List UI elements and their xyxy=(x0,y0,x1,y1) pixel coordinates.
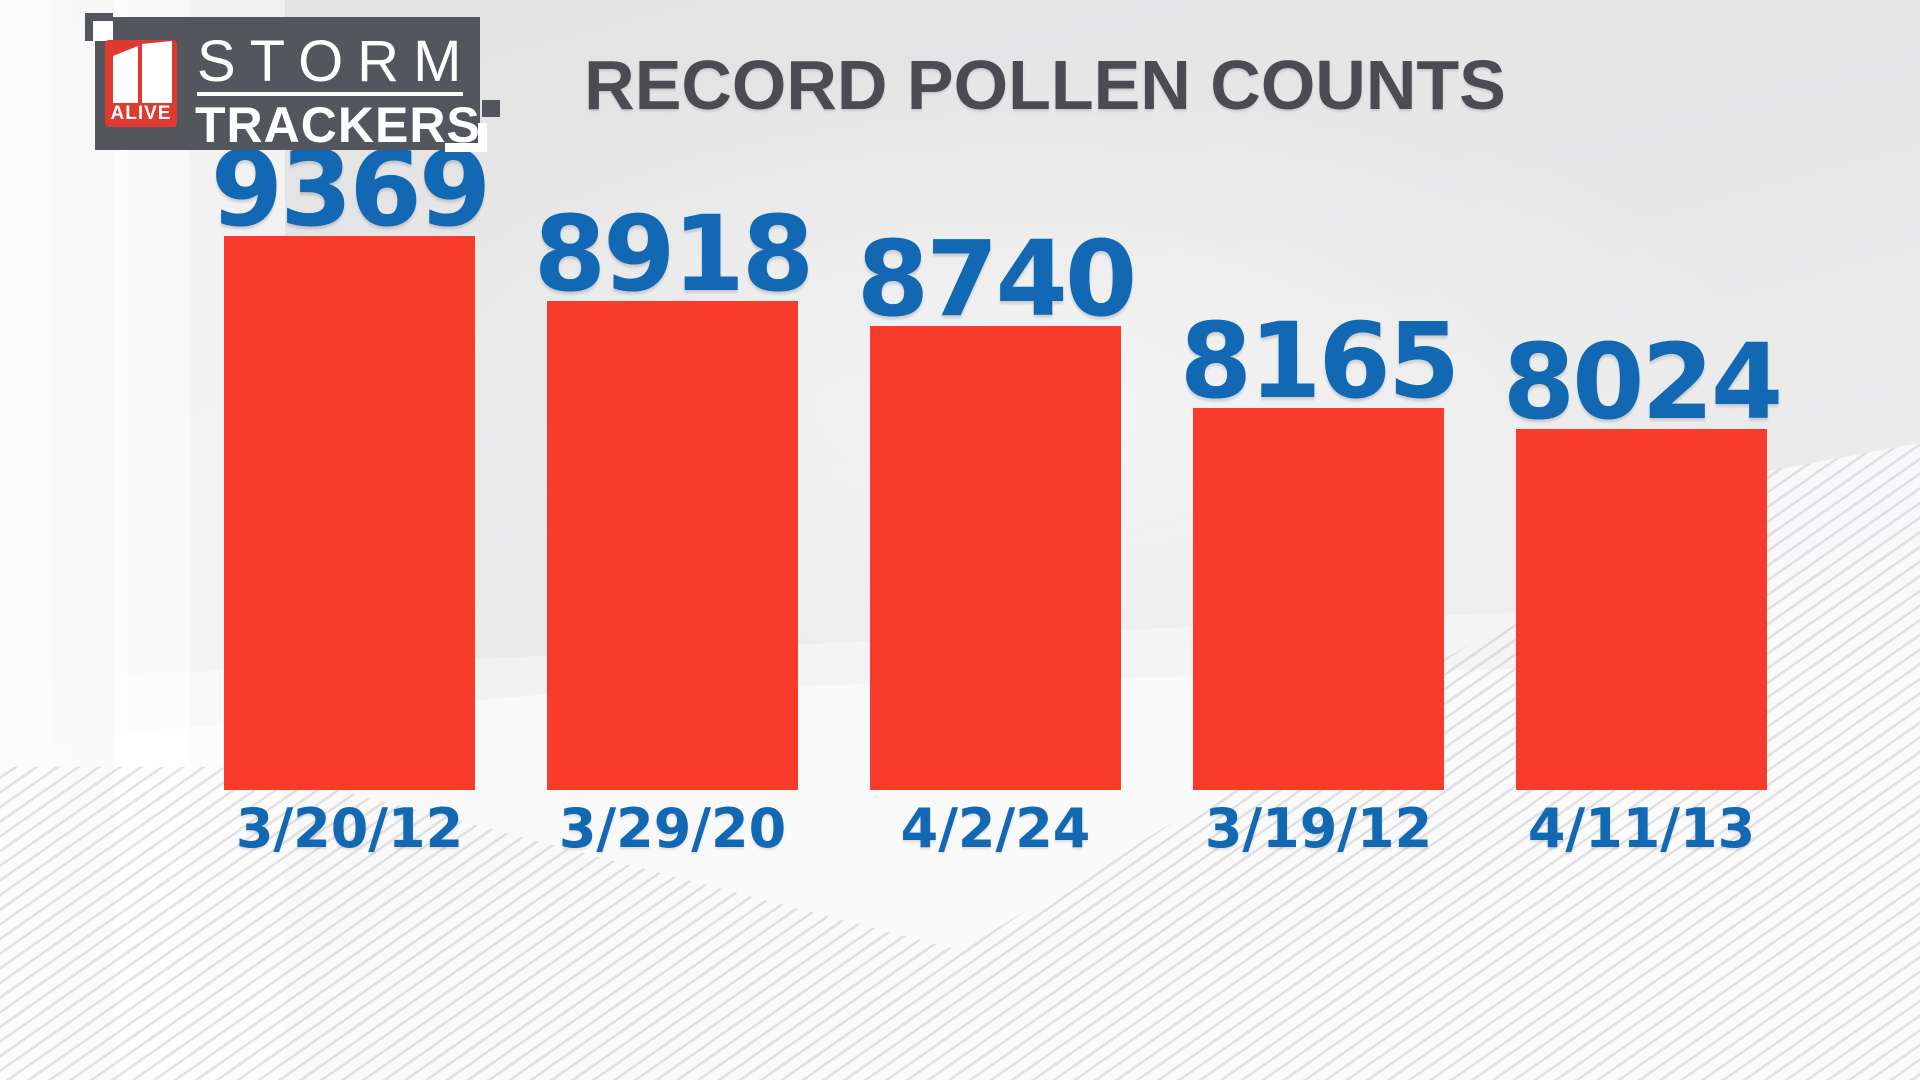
bar xyxy=(870,326,1121,790)
bar xyxy=(1193,408,1444,790)
bar xyxy=(224,236,475,790)
logo-divider-rule xyxy=(197,92,463,96)
bar-column: 8740 4/2/24 xyxy=(857,227,1137,856)
page-title: RECORD POLLEN COUNTS xyxy=(584,46,1506,124)
storm-trackers-logo: ALIVE STORM TRACKERS xyxy=(85,13,515,163)
bar-date-label: 3/19/12 xyxy=(1204,797,1433,860)
background-skyline-column xyxy=(0,0,52,1080)
corner-nub xyxy=(482,100,500,117)
corner-bracket-icon xyxy=(478,123,487,152)
bar-date-label: 3/29/20 xyxy=(558,797,787,860)
bar-date-label: 3/20/12 xyxy=(235,797,464,860)
bar-column: 8918 3/29/20 xyxy=(534,202,814,856)
station-name-label: ALIVE xyxy=(110,103,172,124)
bar xyxy=(547,301,798,790)
bar-chart: 9369 3/20/12 8918 3/29/20 8740 4/2/24 81… xyxy=(211,137,1783,856)
bar-value-label: 8740 xyxy=(856,217,1137,340)
bar-value-label: 8165 xyxy=(1179,299,1460,422)
corner-notch xyxy=(93,21,113,41)
corner-bracket-icon xyxy=(445,143,487,152)
bar xyxy=(1516,429,1767,790)
bar-column: 8165 3/19/12 xyxy=(1180,309,1460,856)
bar-date-label: 4/11/13 xyxy=(1527,797,1756,860)
background-skyline-column xyxy=(0,0,190,1080)
eleven-icon xyxy=(113,41,172,103)
logo-trackers-text: TRACKERS xyxy=(195,97,481,153)
bar-column: 8024 4/11/13 xyxy=(1503,330,1783,856)
bar-value-label: 8024 xyxy=(1502,320,1783,443)
bar-column: 9369 3/20/12 xyxy=(211,137,491,856)
bar-value-label: 8918 xyxy=(533,192,814,315)
station-11alive-badge: ALIVE xyxy=(105,40,177,127)
bar-date-label: 4/2/24 xyxy=(900,797,1091,860)
corner-bracket-icon xyxy=(85,13,113,41)
logo-storm-text: STORM xyxy=(197,29,476,94)
bar-value-label: 9369 xyxy=(210,127,491,250)
